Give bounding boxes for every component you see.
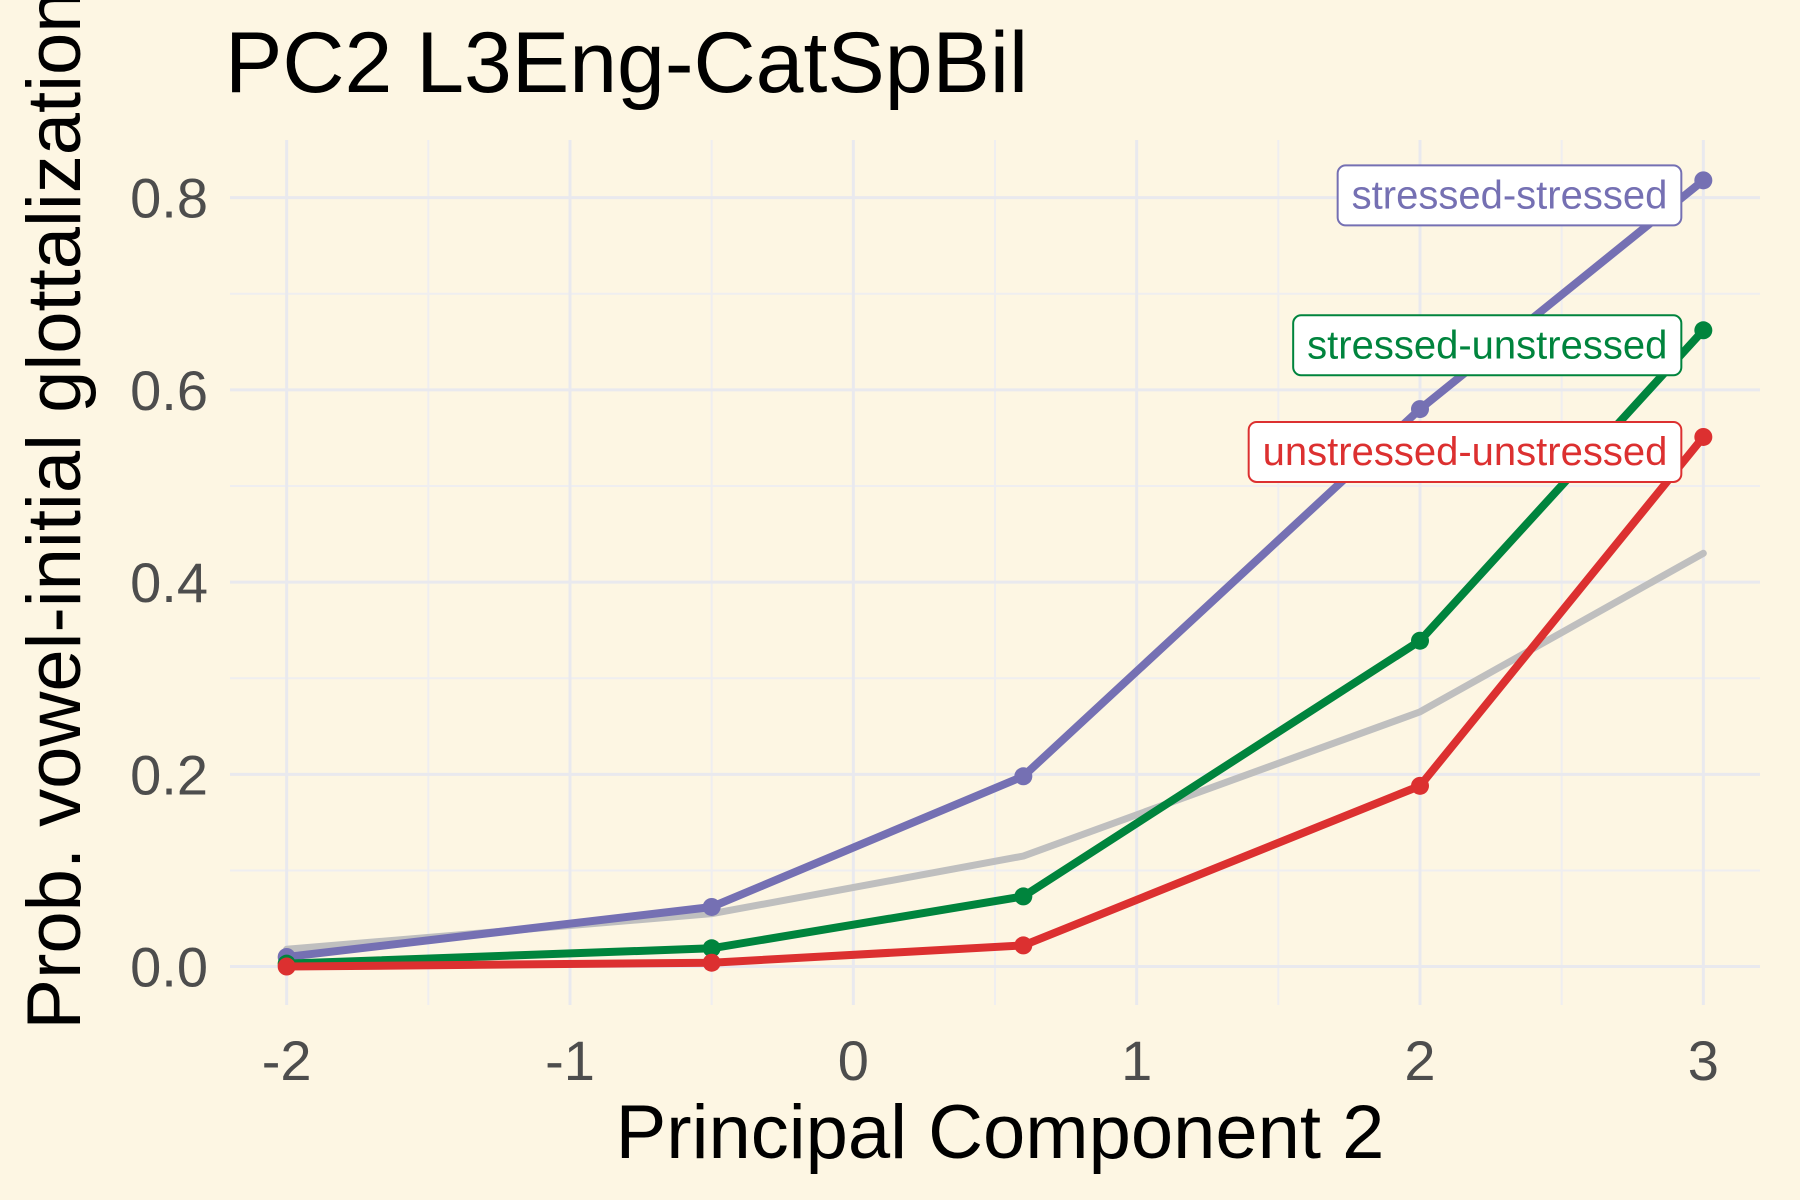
y-tick-label: 0.8 bbox=[130, 167, 208, 230]
x-tick-label: -1 bbox=[545, 1029, 595, 1092]
x-tick-label: 3 bbox=[1688, 1029, 1719, 1092]
data-point bbox=[702, 897, 721, 916]
tick-labels: -2 -1 0 1 2 3 0.0 0.2 0.4 0.6 0.8 bbox=[130, 167, 1719, 1092]
y-tick-label: 0.2 bbox=[130, 743, 208, 806]
y-axis-title: Prob. vowel-initial glottalization bbox=[12, 0, 97, 1030]
data-point bbox=[1411, 400, 1429, 419]
x-tick-label: 2 bbox=[1404, 1029, 1435, 1092]
series-labels: stressed-stressed stressed-unstressed unst… bbox=[1247, 164, 1683, 483]
data-point bbox=[1014, 767, 1033, 786]
data-point bbox=[1014, 936, 1033, 955]
series-label: stressed-stressed bbox=[1336, 164, 1683, 227]
data-point bbox=[1411, 776, 1429, 795]
series-unstressed-unstressed bbox=[277, 427, 1713, 976]
data-point bbox=[277, 957, 296, 976]
x-axis-title: Principal Component 2 bbox=[616, 1090, 1385, 1175]
series-label-box bbox=[1336, 164, 1683, 227]
series-label-text: unstressed-unstressed bbox=[1263, 430, 1668, 474]
chart-title: PC2 L3Eng-CatSpBil bbox=[225, 15, 1028, 111]
x-tick-label: 1 bbox=[1121, 1029, 1152, 1092]
x-tick-label: 0 bbox=[838, 1029, 869, 1092]
data-point bbox=[702, 939, 721, 958]
series-label-box bbox=[1247, 420, 1683, 483]
data-point bbox=[1014, 887, 1033, 906]
series-label-text: stressed-unstressed bbox=[1307, 323, 1667, 367]
series-label: unstressed-unstressed bbox=[1247, 420, 1683, 483]
series-label: stressed-unstressed bbox=[1292, 314, 1683, 377]
y-tick-label: 0.4 bbox=[130, 551, 208, 614]
data-point bbox=[1411, 631, 1429, 650]
x-tick-label: -2 bbox=[262, 1029, 312, 1092]
series-label-box bbox=[1292, 314, 1683, 377]
data-point bbox=[1694, 321, 1713, 340]
data-point bbox=[702, 953, 721, 972]
data-point bbox=[1694, 427, 1713, 446]
series-stressed-unstressed bbox=[277, 321, 1713, 973]
series-label-text: stressed-stressed bbox=[1352, 173, 1668, 217]
y-tick-label: 0.0 bbox=[130, 936, 208, 999]
y-tick-label: 0.6 bbox=[130, 359, 208, 422]
data-point bbox=[1694, 171, 1713, 190]
